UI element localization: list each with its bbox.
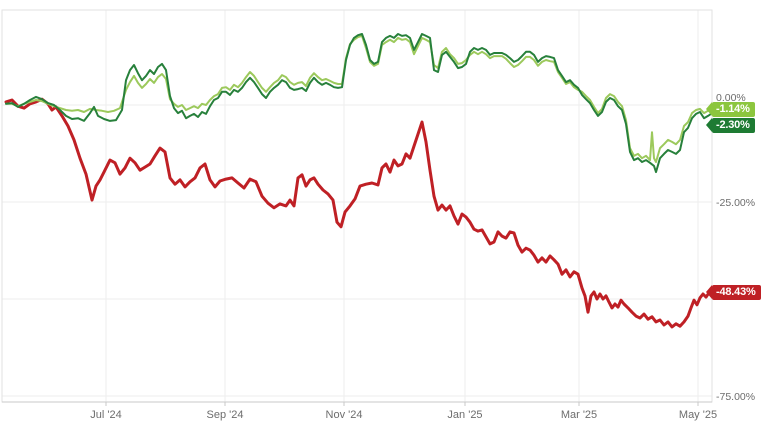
y-axis-label: -25.00% [716,197,755,209]
badge-arrow-icon [706,101,712,116]
last-value-badge-dark-green: -2.30% [706,117,755,133]
y-axis-label: -75.00% [716,391,755,403]
series-line-light-green [5,34,712,163]
badge-arrow-icon [706,117,712,132]
last-value-badge-light-green: -1.14% [706,101,755,117]
plot-border [1,9,713,403]
badge-arrow-icon [706,285,712,300]
x-axis-label: Mar '25 [561,409,597,421]
x-axis-label: Nov '24 [326,409,363,421]
badge-value: -2.30% [716,118,750,131]
x-axis-label: Jan '25 [447,409,482,421]
x-axis-label: May '25 [679,409,717,421]
series-line-red [4,97,713,329]
last-value-badge-red: -48.43% [706,285,761,301]
x-axis-label: Sep '24 [207,409,244,421]
y-axis-label: 0.00% [716,92,746,104]
badge-value: -1.14% [716,102,750,115]
badge-value: -48.43% [716,286,756,299]
series-line-dark-green [5,33,712,174]
x-axis-label: Jul '24 [90,409,121,421]
